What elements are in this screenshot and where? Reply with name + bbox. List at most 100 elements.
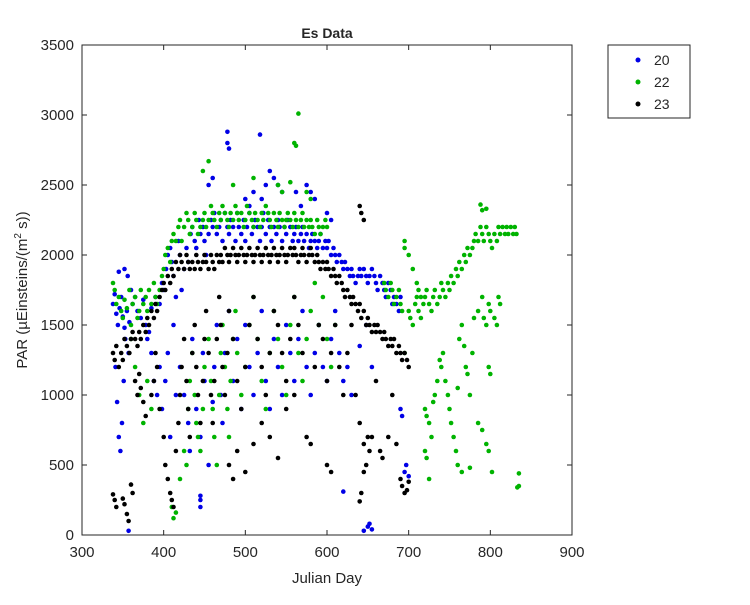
data-point <box>323 266 328 272</box>
data-point <box>198 224 203 230</box>
data-point <box>306 252 312 258</box>
data-point <box>324 224 330 230</box>
data-point <box>290 252 296 258</box>
data-point <box>494 238 500 244</box>
data-point <box>181 224 187 230</box>
data-point <box>206 266 211 272</box>
data-point <box>119 420 125 426</box>
data-point <box>310 252 315 258</box>
data-point <box>153 350 158 356</box>
data-point <box>243 217 248 223</box>
data-point <box>267 434 273 440</box>
data-point <box>138 315 144 321</box>
data-point <box>212 378 217 384</box>
data-point <box>390 287 395 293</box>
y-tick-label: 3500 <box>41 37 74 54</box>
data-point <box>200 259 206 265</box>
data-point <box>298 252 304 258</box>
data-point <box>301 224 307 230</box>
data-point <box>318 231 323 237</box>
data-point <box>202 364 207 370</box>
data-point <box>226 259 232 265</box>
data-point <box>208 252 214 258</box>
data-point <box>263 231 269 237</box>
data-point <box>263 245 269 251</box>
data-point <box>195 434 201 440</box>
data-point <box>267 406 273 412</box>
data-point <box>337 364 342 370</box>
data-point <box>292 245 297 251</box>
data-point <box>479 427 485 433</box>
data-point <box>210 406 215 412</box>
data-point <box>114 301 119 307</box>
y-tick-label: 2500 <box>41 177 74 194</box>
data-point <box>122 501 127 507</box>
data-point <box>130 490 135 496</box>
data-point <box>212 364 217 370</box>
data-point <box>116 364 122 370</box>
plot-area <box>82 45 572 535</box>
data-point <box>350 294 356 300</box>
data-point <box>497 231 503 237</box>
data-point <box>363 273 369 279</box>
data-point <box>422 406 428 412</box>
data-point <box>445 392 451 398</box>
data-point <box>116 269 122 275</box>
data-point <box>210 399 215 405</box>
data-point <box>288 217 293 223</box>
data-point <box>353 280 358 286</box>
data-point <box>267 168 273 174</box>
data-point <box>349 322 354 328</box>
data-point <box>259 196 265 202</box>
data-point <box>320 245 326 251</box>
data-point <box>416 287 421 293</box>
data-point <box>169 266 175 272</box>
data-point <box>187 434 193 440</box>
data-point <box>396 308 402 314</box>
data-point <box>443 294 448 300</box>
data-point <box>399 483 405 489</box>
data-point <box>508 224 514 230</box>
data-point <box>440 287 446 293</box>
data-point <box>124 511 130 517</box>
data-point <box>161 280 166 286</box>
data-point <box>506 231 511 237</box>
data-point <box>257 132 263 137</box>
data-point <box>195 231 201 237</box>
data-point <box>187 378 193 384</box>
data-point <box>198 420 203 426</box>
data-point <box>277 210 282 216</box>
data-point <box>461 252 467 258</box>
data-point <box>275 455 281 461</box>
data-point <box>247 364 252 370</box>
data-point <box>293 217 299 223</box>
data-point <box>301 252 307 258</box>
y-axis: 0 500 1000 1500 2000 2500 3000 3500 <box>41 37 572 544</box>
data-point <box>296 111 301 116</box>
data-point <box>361 469 367 475</box>
data-point <box>455 273 461 279</box>
data-point <box>116 294 122 300</box>
data-point <box>347 273 353 279</box>
data-point <box>288 322 293 328</box>
data-point <box>243 259 248 265</box>
data-point <box>285 252 291 258</box>
data-point <box>198 266 203 272</box>
data-point <box>296 259 301 265</box>
data-point <box>159 273 165 279</box>
data-point <box>239 231 244 237</box>
data-point <box>324 462 330 468</box>
data-point <box>337 350 342 356</box>
data-point <box>414 280 420 286</box>
data-point <box>465 371 470 377</box>
data-point <box>288 350 293 356</box>
data-point <box>275 224 281 230</box>
data-point <box>225 252 230 258</box>
data-point <box>169 238 175 244</box>
data-point <box>323 217 328 223</box>
data-point <box>414 294 420 300</box>
data-point <box>192 322 197 328</box>
data-point <box>159 287 165 293</box>
data-point <box>301 238 307 244</box>
data-point <box>124 305 130 311</box>
